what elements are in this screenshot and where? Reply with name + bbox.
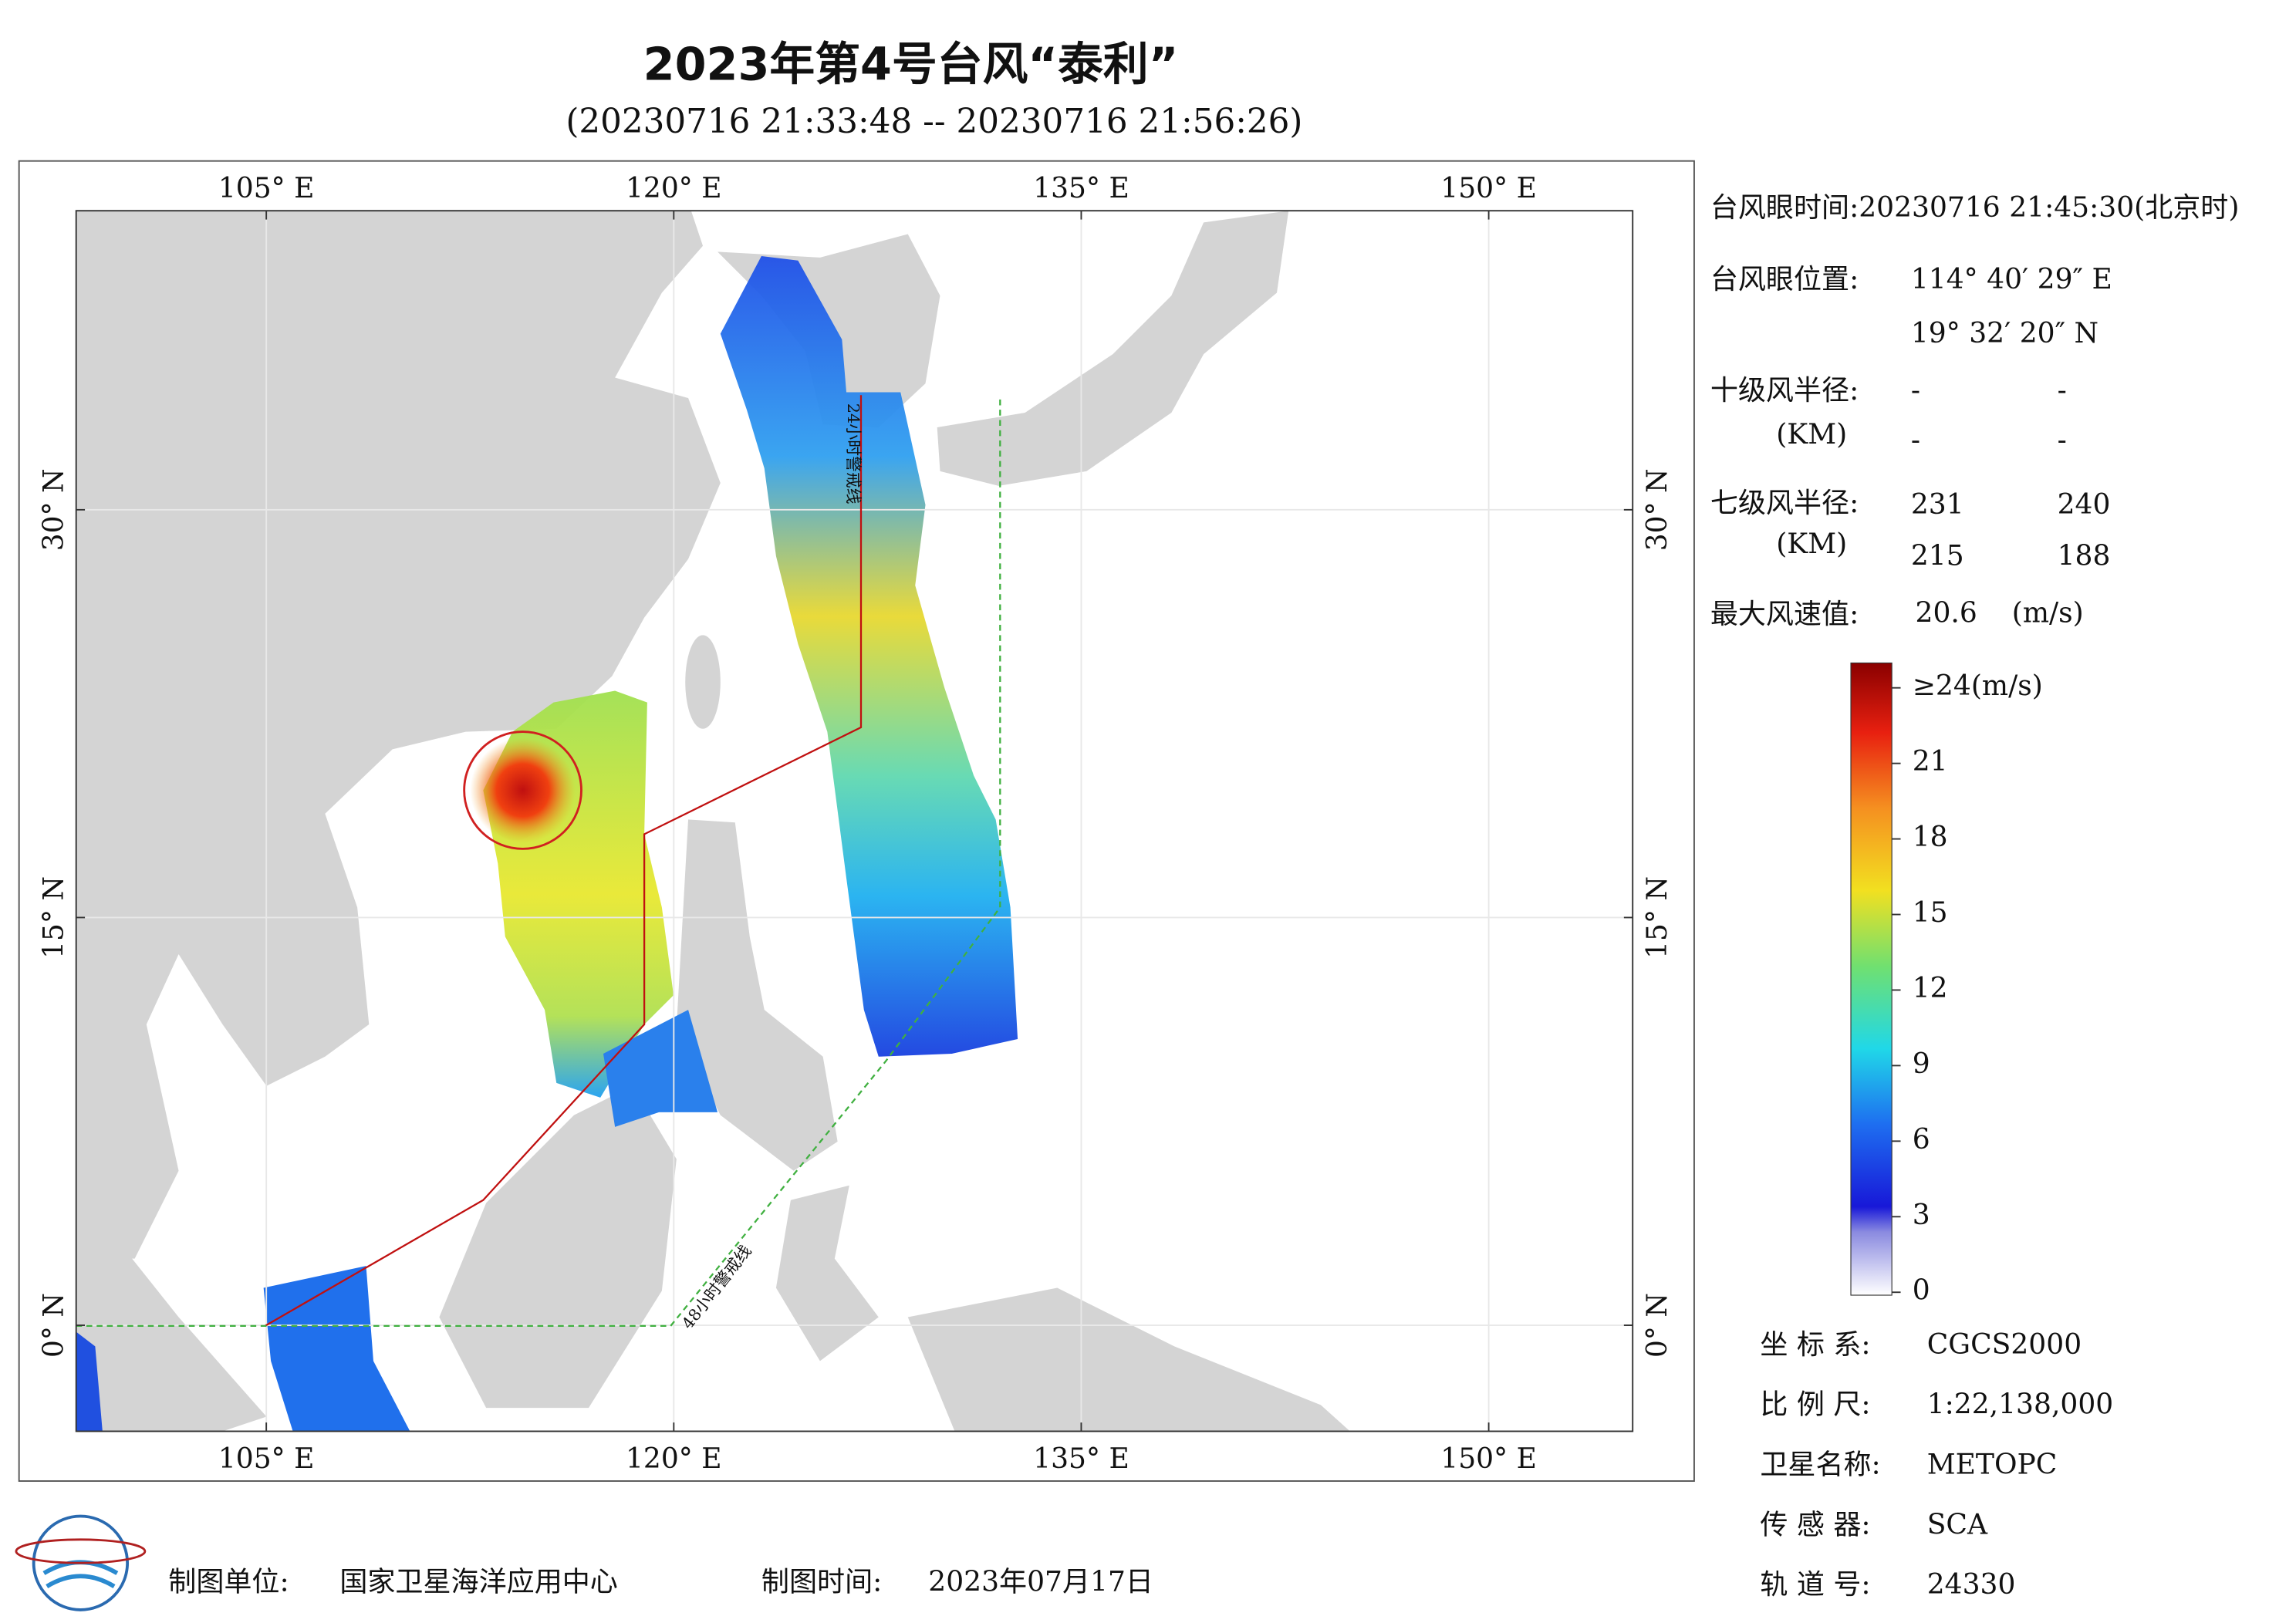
- label: 台风眼位置:: [1710, 263, 1859, 295]
- colorbar-label: 6: [1913, 1123, 1930, 1156]
- meta-label: 轨 道 号:: [1760, 1568, 1870, 1601]
- wind-radius: [463, 731, 582, 850]
- footer-label: 制图时间:: [761, 1565, 882, 1598]
- map-frame: [18, 160, 1695, 1482]
- value: 231: [1911, 488, 1964, 521]
- meta-value: METOPC: [1927, 1449, 2058, 1481]
- footer-label: 制图单位:: [168, 1565, 289, 1598]
- lon-label: 150° E: [1440, 1442, 1537, 1475]
- value: 240: [2058, 488, 2111, 521]
- map: 24小时警戒线 48小时警戒线: [76, 211, 1633, 1432]
- warning-line-24h: [264, 395, 863, 1327]
- lon-label: 105° E: [218, 172, 315, 204]
- lat-label: 30° N: [38, 468, 70, 551]
- label: 七级风半径:: [1710, 487, 1859, 519]
- colorbar-label: 21: [1913, 745, 1948, 778]
- value: -: [1911, 423, 1920, 456]
- meta-value: 1:22,138,000: [1927, 1388, 2114, 1421]
- lon-label: 120° E: [626, 1442, 722, 1475]
- lat-label: 30° N: [1641, 468, 1673, 551]
- colorbar-label: 0: [1913, 1274, 1930, 1307]
- lat-label: 15° N: [38, 876, 70, 959]
- meta-value: SCA: [1927, 1508, 1988, 1540]
- value: 215: [1911, 539, 1964, 572]
- lon-label: 150° E: [1440, 172, 1537, 204]
- label: 最大风速值:: [1710, 598, 1859, 630]
- lat-label: 15° N: [1641, 876, 1673, 959]
- info-panel: 台风眼时间:20230716 21:45:30(北京时) 台风眼位置: 114°…: [1710, 191, 2240, 630]
- meta-value: CGCS2000: [1927, 1328, 2082, 1361]
- colorbar-label: 18: [1913, 821, 1948, 853]
- meta-label: 卫星名称:: [1760, 1449, 1880, 1481]
- unit: (KM): [1776, 418, 1847, 450]
- map-border: [75, 210, 1634, 1432]
- colorbar-label: 15: [1913, 896, 1948, 929]
- lon-label: 135° E: [1033, 1442, 1129, 1475]
- lon-label: 120° E: [626, 172, 722, 204]
- label: 十级风半径:: [1710, 374, 1859, 407]
- colorbar-ticks: 0 3 6 9 12 15 18 21 ≥24(m/s): [1892, 670, 2043, 1307]
- footer-value: 国家卫星海洋应用中心: [339, 1565, 618, 1598]
- lon-label: 135° E: [1033, 172, 1129, 204]
- unit: (m/s): [2012, 596, 2084, 629]
- value: -: [2058, 374, 2067, 407]
- meta-label: 传 感 器:: [1760, 1508, 1870, 1540]
- unit: (KM): [1776, 528, 1847, 560]
- colorbar-label: ≥24(m/s): [1913, 670, 2043, 702]
- logo: [15, 1514, 147, 1611]
- value: 114° 40′ 29″ E: [1911, 263, 2112, 295]
- meta-value: 24330: [1927, 1568, 2016, 1601]
- meta-label: 比 例 尺:: [1760, 1388, 1870, 1421]
- eye-time: 台风眼时间:20230716 21:45:30(北京时): [1710, 191, 2240, 224]
- value: -: [2058, 423, 2067, 456]
- colorbar-label: 12: [1913, 972, 1948, 1004]
- subtitle: (20230716 21:33:48 -- 20230716 21:56:26): [566, 102, 1302, 141]
- value: 20.6: [1916, 596, 1977, 629]
- land: [76, 211, 1350, 1432]
- wind-swaths: [76, 256, 1018, 1432]
- lon-label: 105° E: [218, 1442, 315, 1475]
- lat-label: 0° N: [1641, 1293, 1673, 1358]
- meta-label: 坐 标 系:: [1760, 1328, 1870, 1361]
- value: -: [1911, 374, 1920, 407]
- value: 19° 32′ 20″ N: [1911, 317, 2098, 349]
- title: 2023年第4号台风“泰利”: [643, 37, 1179, 90]
- colorbar-label: 3: [1913, 1199, 1930, 1231]
- colorbar: [1850, 662, 1893, 1296]
- footer-value: 2023年07月17日: [928, 1565, 1153, 1598]
- metadata: 坐 标 系: CGCS2000 比 例 尺: 1:22,138,000 卫星名称: MET…: [1760, 1328, 2113, 1601]
- value: 188: [2058, 539, 2111, 572]
- lat-label: 0° N: [38, 1293, 70, 1358]
- colorbar-label: 9: [1913, 1048, 1930, 1080]
- warning-line-48h: [76, 395, 1001, 1328]
- annotation-24h: 24小时警戒线: [844, 403, 863, 504]
